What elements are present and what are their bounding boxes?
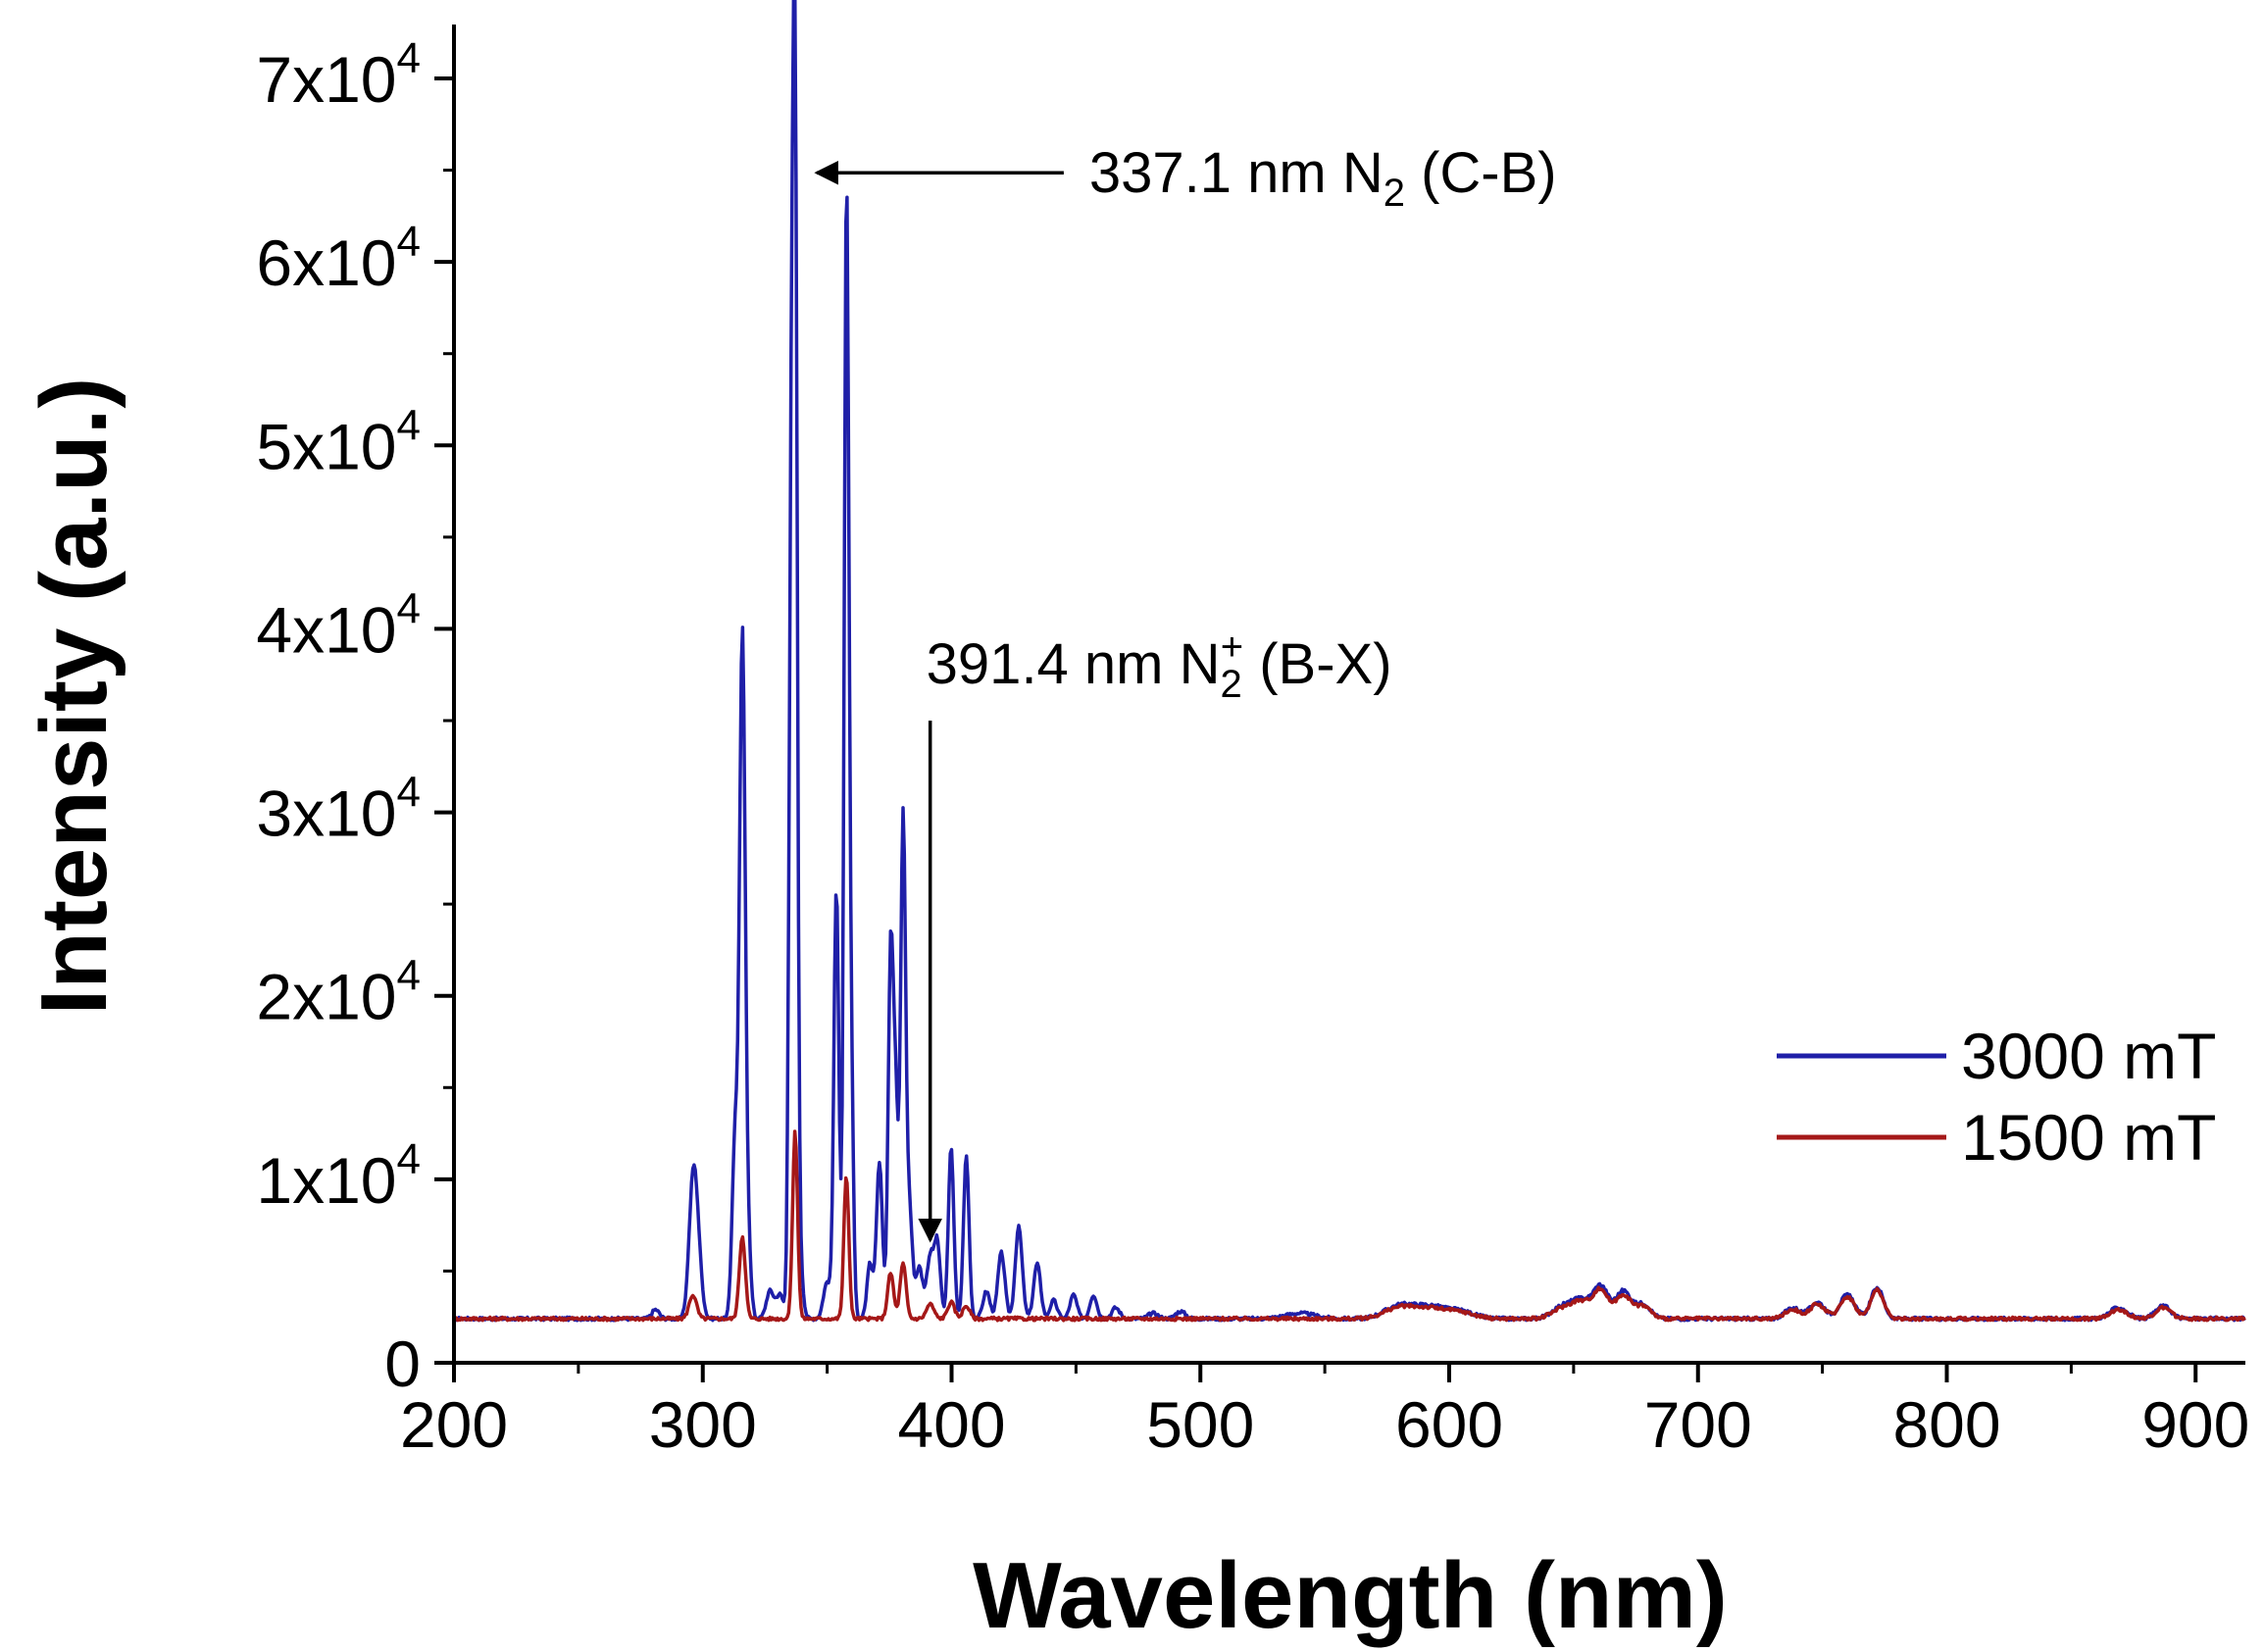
y-tick-label: 5x104 xyxy=(256,401,421,482)
annotation-391-nm: 391.4 nm N2+ (B-X) xyxy=(918,626,1392,1243)
y-ticks: 0 1x104 2x104 3x104 4x104 5x104 6x104 7x104 xyxy=(256,34,454,1400)
legend-label-1500-mT: 1500 mT xyxy=(1961,1101,2216,1174)
annotation-391-text: 391.4 nm N2+ (B-X) xyxy=(927,626,1392,706)
x-ticks: 200 300 400 500 600 700 800 900 xyxy=(400,1363,2249,1461)
y-tick-label: 2x104 xyxy=(256,952,421,1033)
y-axis-title: Intensity (a.u.) xyxy=(22,377,126,1016)
x-tick-label: 400 xyxy=(897,1388,1005,1461)
y-tick-label: 1x104 xyxy=(256,1135,421,1217)
x-tick-label: 300 xyxy=(649,1388,757,1461)
x-tick-label: 600 xyxy=(1395,1388,1503,1461)
annotation-337-nm: 337.1 nm N2 (C-B) xyxy=(814,141,1557,215)
legend-label-3000-mT: 3000 mT xyxy=(1961,1020,2216,1092)
x-axis-title: Wavelength (nm) xyxy=(973,1543,1728,1648)
series-line-1500-mT xyxy=(452,1129,2246,1323)
x-tick-label: 500 xyxy=(1146,1388,1254,1461)
y-tick-label: 7x104 xyxy=(256,34,421,116)
annotation-337-text: 337.1 nm N2 (C-B) xyxy=(1089,141,1557,215)
x-tick-label: 900 xyxy=(2141,1388,2249,1461)
series-layer xyxy=(452,0,2246,1323)
x-tick-label: 700 xyxy=(1644,1388,1752,1461)
y-tick-label: 3x104 xyxy=(256,769,421,850)
x-tick-label: 800 xyxy=(1892,1388,2000,1461)
legend: 3000 mT 1500 mT xyxy=(1777,1020,2216,1174)
y-tick-label: 4x104 xyxy=(256,584,421,666)
y-tick-label: 0 xyxy=(384,1327,421,1400)
y-tick-label: 6x104 xyxy=(256,218,421,299)
x-tick-label: 200 xyxy=(400,1388,508,1461)
